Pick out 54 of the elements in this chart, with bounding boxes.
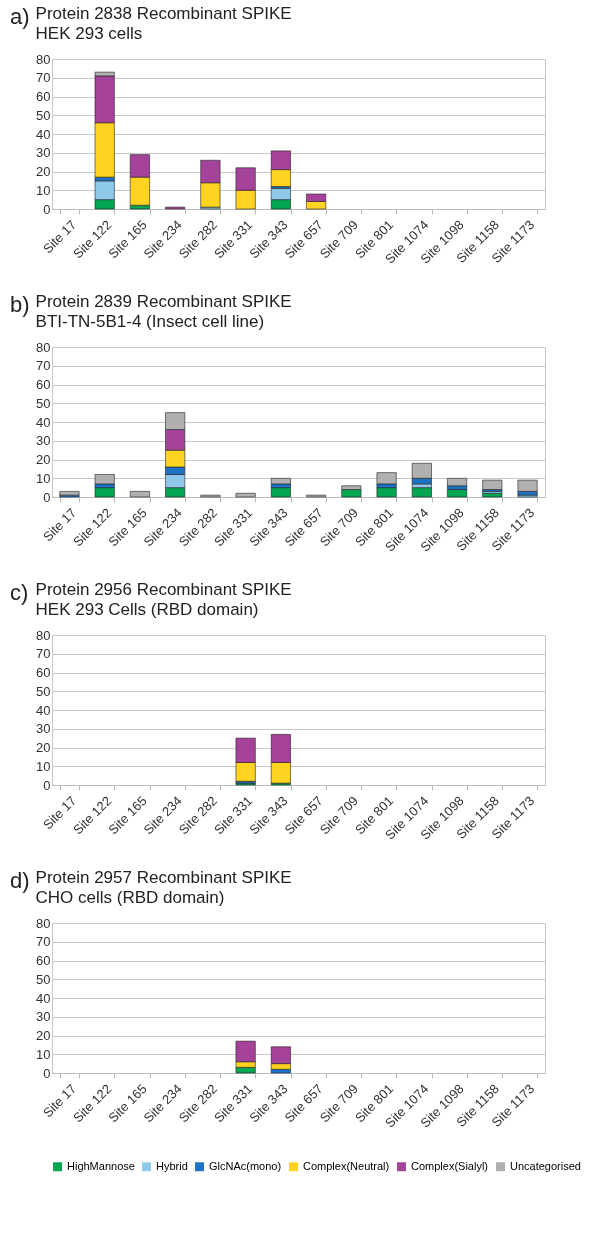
y-tick-label: 50 [36, 971, 51, 987]
y-tick-label: 30 [36, 433, 51, 449]
chart-subtitle: HEK 293 cells [35, 24, 143, 43]
y-tick-label: 80 [36, 51, 51, 67]
y-tick-label: 0 [43, 489, 51, 505]
legend-label: Complex(Sialyl) [411, 1159, 489, 1172]
y-tick-label: 70 [36, 70, 51, 86]
y-tick-label: 30 [36, 145, 51, 161]
y-tick-label: 40 [36, 990, 51, 1006]
text: d) [10, 868, 30, 894]
y-tick-label: 0 [43, 777, 51, 793]
legend-label: Hybrid [156, 1159, 188, 1172]
y-tick-label: 80 [36, 627, 51, 643]
legend-label: Complex(Neutral) [303, 1159, 390, 1172]
text: c) [10, 580, 29, 606]
chart-title: Protein 2839 Recombinant SPIKE [35, 292, 292, 311]
y-tick-label: 20 [36, 740, 51, 755]
y-tick-label: 60 [36, 377, 51, 392]
y-tick-label: 10 [36, 182, 51, 198]
chart-title: Protein 2838 Recombinant SPIKE [35, 4, 292, 23]
chart-title: Protein 2957 Recombinant SPIKE [35, 868, 292, 887]
legend-label: GlcNAc(mono) [209, 1159, 282, 1172]
chart-subtitle: CHO cells (RBD domain) [35, 888, 225, 907]
y-tick-label: 40 [36, 702, 51, 718]
legend-label: Uncategorised [510, 1159, 581, 1172]
y-tick-label: 70 [36, 358, 51, 374]
y-tick-label: 0 [43, 1065, 51, 1081]
y-tick-label: 50 [36, 107, 51, 123]
y-tick-label: 30 [36, 721, 51, 737]
y-tick-label: 10 [36, 470, 51, 486]
y-tick-label: 60 [36, 953, 51, 968]
y-tick-label: 40 [36, 126, 51, 142]
legend-label: HighMannose [67, 1159, 135, 1172]
y-tick-label: 70 [36, 934, 51, 950]
text: a) [10, 4, 30, 30]
y-tick-label: 40 [36, 414, 51, 430]
chart-subtitle: HEK 293 Cells (RBD domain) [35, 600, 259, 619]
y-tick-label: 20 [36, 164, 51, 179]
y-tick-label: 60 [36, 665, 51, 680]
y-tick-label: 60 [36, 89, 51, 104]
y-tick-label: 20 [36, 1028, 51, 1043]
chart-title: Protein 2956 Recombinant SPIKE [35, 580, 292, 599]
y-tick-label: 50 [36, 395, 51, 411]
y-tick-label: 70 [36, 646, 51, 662]
y-tick-label: 80 [36, 339, 51, 355]
y-tick-label: 20 [36, 452, 51, 467]
y-tick-label: 10 [36, 758, 51, 774]
y-tick-label: 0 [43, 201, 51, 217]
y-tick-label: 30 [36, 1009, 51, 1025]
text: b) [10, 292, 30, 318]
y-tick-label: 50 [36, 683, 51, 699]
chart-subtitle: BTI-TN-5B1-4 (Insect cell line) [35, 312, 265, 331]
y-tick-label: 10 [36, 1046, 51, 1062]
y-tick-label: 80 [36, 915, 51, 931]
